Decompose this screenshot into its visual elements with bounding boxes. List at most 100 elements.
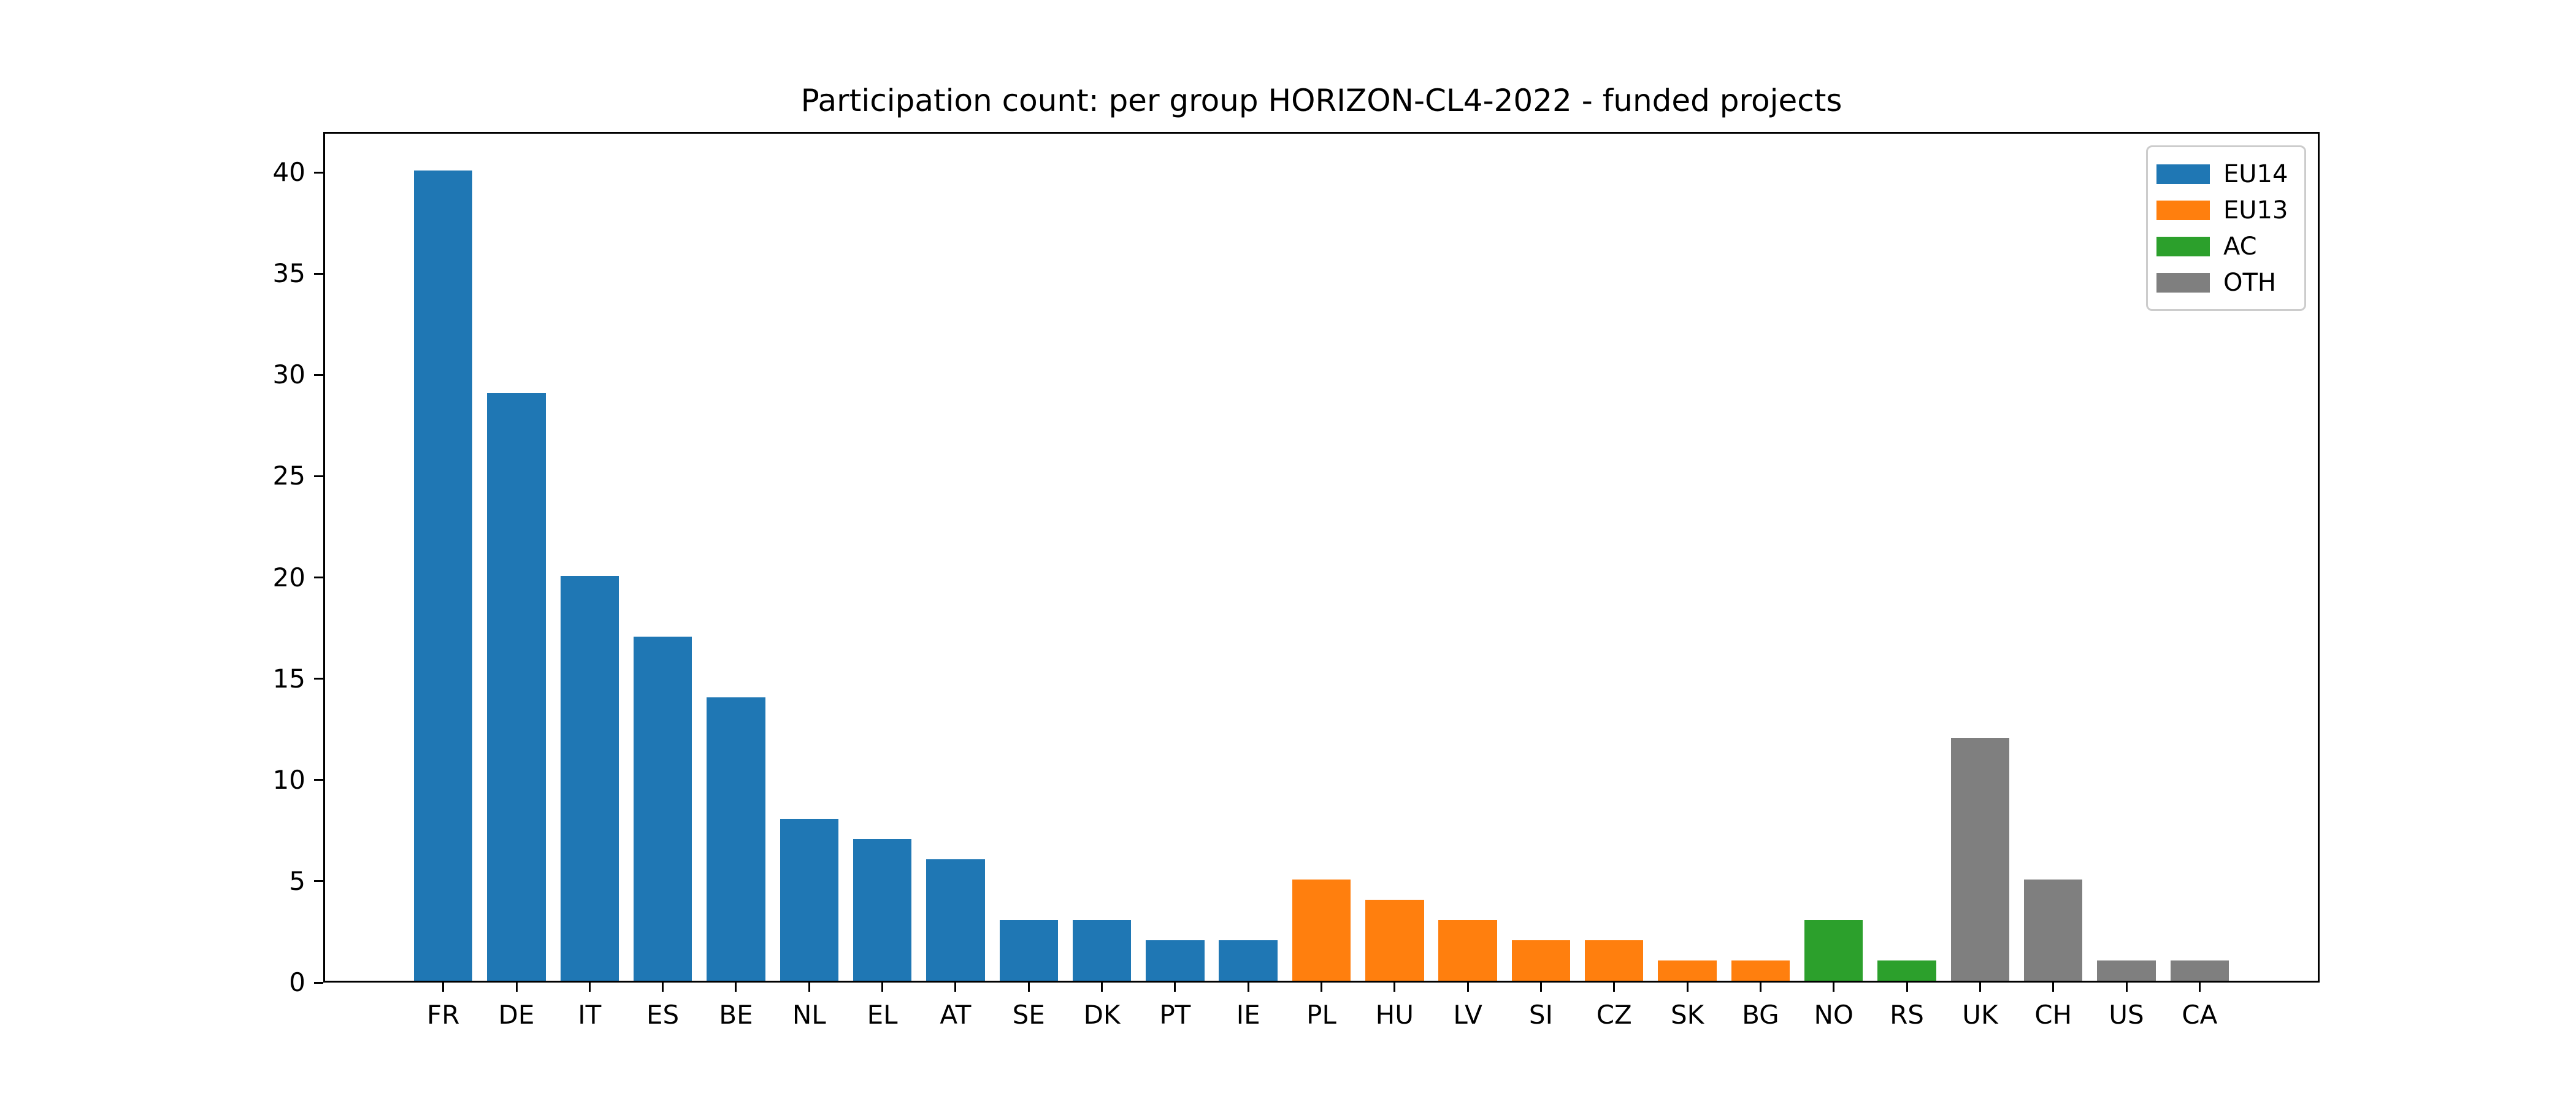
y-tick-0 <box>314 981 323 984</box>
x-tick-SI <box>1539 983 1542 992</box>
bar-FR <box>413 171 473 981</box>
x-tick-IE <box>1247 983 1249 992</box>
x-tick-label-RS: RS <box>1890 1000 1924 1030</box>
x-tick-SK <box>1686 983 1689 992</box>
y-tick-10 <box>314 779 323 781</box>
x-tick-SE <box>1027 983 1030 992</box>
bar-DE <box>487 393 546 981</box>
bar-ES <box>633 636 692 981</box>
legend-label-ac: AC <box>2223 232 2257 261</box>
x-tick-IT <box>588 983 591 992</box>
y-tick-label-15: 15 <box>272 663 305 694</box>
x-tick-label-PT: PT <box>1159 1000 1191 1030</box>
y-tick-30 <box>314 374 323 376</box>
x-tick-EL <box>881 983 884 992</box>
legend-label-oth: OTH <box>2223 268 2276 297</box>
legend-row-eu13: EU13 <box>2156 192 2296 228</box>
x-tick-label-PL: PL <box>1306 1000 1336 1030</box>
bar-SK <box>1658 960 1717 981</box>
legend: EU14 EU13 AC OTH <box>2146 145 2306 311</box>
legend-swatch-ac <box>2156 236 2210 256</box>
x-tick-label-ES: ES <box>646 1000 680 1030</box>
x-tick-RS <box>1906 983 1908 992</box>
bar-IE <box>1219 940 1278 981</box>
x-tick-BG <box>1759 983 1761 992</box>
bar-PL <box>1292 879 1351 981</box>
x-tick-label-CA: CA <box>2182 1000 2218 1030</box>
bar-RS <box>1877 960 1936 981</box>
y-tick-label-25: 25 <box>272 461 305 491</box>
x-tick-label-BE: BE <box>719 1000 753 1030</box>
x-tick-label-IT: IT <box>578 1000 602 1030</box>
x-tick-CA <box>2198 983 2201 992</box>
x-tick-label-BG: BG <box>1742 1000 1779 1030</box>
x-tick-label-UK: UK <box>1962 1000 1998 1030</box>
x-tick-label-EL: EL <box>867 1000 898 1030</box>
x-tick-label-SE: SE <box>1012 1000 1045 1030</box>
x-tick-label-NL: NL <box>792 1000 826 1030</box>
bar-CZ <box>1585 940 1644 981</box>
x-tick-label-CH: CH <box>2034 1000 2072 1030</box>
x-tick-label-CZ: CZ <box>1596 1000 1632 1030</box>
x-tick-FR <box>442 983 445 992</box>
legend-swatch-oth <box>2156 272 2210 293</box>
y-tick-label-0: 0 <box>289 967 305 997</box>
x-tick-ES <box>662 983 664 992</box>
y-tick-label-35: 35 <box>272 258 305 289</box>
y-tick-20 <box>314 577 323 579</box>
x-tick-CZ <box>1613 983 1616 992</box>
x-tick-LV <box>1466 983 1469 992</box>
legend-label-eu13: EU13 <box>2223 196 2288 224</box>
y-tick-label-5: 5 <box>289 865 305 896</box>
x-tick-label-US: US <box>2109 1000 2144 1030</box>
bar-DK <box>1072 919 1132 981</box>
x-tick-HU <box>1393 983 1396 992</box>
legend-row-eu14: EU14 <box>2156 156 2296 192</box>
y-tick-25 <box>314 475 323 477</box>
x-tick-PT <box>1174 983 1176 992</box>
y-tick-label-20: 20 <box>272 562 305 592</box>
x-tick-label-AT: AT <box>940 1000 972 1030</box>
x-tick-label-LV: LV <box>1453 1000 1482 1030</box>
x-tick-AT <box>954 983 957 992</box>
x-tick-NL <box>808 983 810 992</box>
bar-BE <box>707 697 765 981</box>
legend-row-ac: AC <box>2156 228 2296 264</box>
bar-CH <box>2023 879 2083 981</box>
bar-NO <box>1804 919 1863 981</box>
bar-CA <box>2170 960 2229 981</box>
bar-IT <box>560 575 619 981</box>
x-tick-BE <box>735 983 737 992</box>
bar-US <box>2097 960 2156 981</box>
x-tick-NO <box>1833 983 1835 992</box>
x-tick-label-FR: FR <box>427 1000 460 1030</box>
bar-NL <box>780 818 838 981</box>
legend-swatch-eu13 <box>2156 200 2210 220</box>
y-tick-label-30: 30 <box>272 359 305 390</box>
bar-BG <box>1731 960 1790 981</box>
x-tick-label-HU: HU <box>1375 1000 1414 1030</box>
x-tick-US <box>2125 983 2128 992</box>
x-tick-DE <box>515 983 518 992</box>
plot-area <box>323 132 2320 983</box>
x-tick-label-DE: DE <box>498 1000 535 1030</box>
bar-SE <box>999 919 1058 981</box>
bar-HU <box>1365 899 1424 981</box>
legend-label-eu14: EU14 <box>2223 159 2288 188</box>
x-tick-PL <box>1321 983 1322 992</box>
x-tick-UK <box>1979 983 1981 992</box>
bar-EL <box>853 838 912 981</box>
bar-SI <box>1511 940 1571 981</box>
x-tick-label-SK: SK <box>1670 1000 1704 1030</box>
x-tick-label-DK: DK <box>1083 1000 1121 1030</box>
y-tick-5 <box>314 880 323 883</box>
bar-UK <box>1950 737 2010 981</box>
legend-row-oth: OTH <box>2156 264 2296 301</box>
bar-AT <box>926 859 985 981</box>
x-tick-label-SI: SI <box>1528 1000 1553 1030</box>
x-tick-DK <box>1101 983 1103 992</box>
legend-swatch-eu14 <box>2156 164 2210 184</box>
bar-PT <box>1146 940 1205 981</box>
y-tick-40 <box>314 171 323 174</box>
